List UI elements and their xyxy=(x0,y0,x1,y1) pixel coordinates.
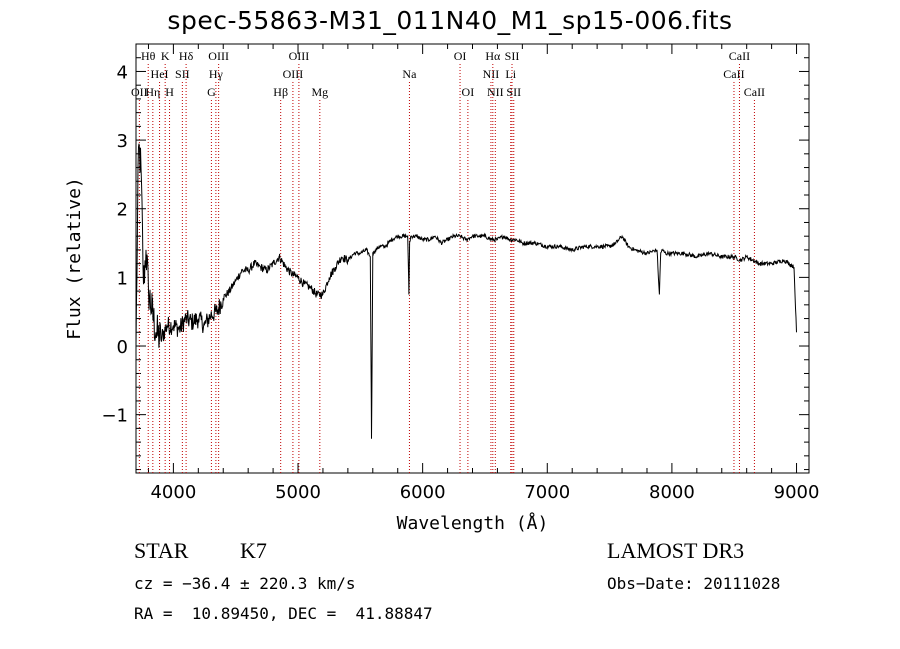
x-tick-label: 9000 xyxy=(774,482,820,503)
line-marker-label: SII xyxy=(506,85,521,99)
x-tick-label: 8000 xyxy=(649,482,695,503)
object-subclass: K7 xyxy=(240,538,267,563)
x-tick-label: 7000 xyxy=(524,482,570,503)
survey-name: LAMOST DR3 xyxy=(607,538,745,563)
line-marker-label: Mg xyxy=(311,85,328,99)
obs-date: Obs−Date: 20111028 xyxy=(607,574,781,593)
line-marker-label: Hγ xyxy=(209,67,224,81)
line-marker-label: Hα xyxy=(485,49,501,63)
line-marker-label: Hθ xyxy=(141,49,156,63)
line-marker-label: Li xyxy=(505,67,516,81)
ra-dec: RA = 10.89450, DEC = 41.88847 xyxy=(134,604,433,623)
line-marker-label: G xyxy=(207,85,216,99)
chart-title: spec-55863-M31_011N40_M1_sp15-006.fits xyxy=(167,6,733,35)
line-marker-label: H xyxy=(165,85,174,99)
line-marker-label: CaII xyxy=(744,85,765,99)
y-tick-label: 0 xyxy=(117,337,128,358)
line-marker-label: OIII xyxy=(208,49,229,63)
line-marker-label: Hβ xyxy=(273,85,288,99)
y-tick-label: 4 xyxy=(117,62,128,83)
y-tick-label: 2 xyxy=(117,200,128,221)
line-marker-label: OIII xyxy=(283,67,304,81)
y-tick-label: −1 xyxy=(101,406,128,427)
line-marker-label: Hδ xyxy=(179,49,194,63)
y-tick-label: 3 xyxy=(117,131,128,152)
line-marker-label: OII xyxy=(131,85,148,99)
object-class: STAR xyxy=(134,538,189,563)
x-axis-title: Wavelength (Å) xyxy=(397,512,549,534)
y-axis-title: Flux (relative) xyxy=(64,177,85,340)
line-marker-label: CaII xyxy=(723,67,744,81)
y-tick-label: 1 xyxy=(117,268,128,289)
spectrum-series xyxy=(135,143,797,439)
line-marker-label: Na xyxy=(402,67,417,81)
line-marker-label: SII xyxy=(505,49,520,63)
plot-frame xyxy=(135,43,810,474)
line-marker-label: Hη xyxy=(145,85,160,99)
line-marker-label: NII xyxy=(483,67,500,81)
line-marker-label: CaII xyxy=(729,49,750,63)
line-marker-label: HeI xyxy=(151,67,169,81)
line-marker-label: OI xyxy=(454,49,467,63)
line-marker-label: OIII xyxy=(289,49,310,63)
line-marker-label: NII xyxy=(487,85,504,99)
line-marker-label: K xyxy=(161,49,170,63)
line-marker-label: OI xyxy=(462,85,475,99)
line-marker-label: SII xyxy=(175,67,190,81)
x-tick-label: 4000 xyxy=(150,482,196,503)
redshift-cz: cz = −36.4 ± 220.3 km/s xyxy=(134,574,356,593)
x-tick-label: 6000 xyxy=(400,482,446,503)
x-tick-label: 5000 xyxy=(275,482,321,503)
